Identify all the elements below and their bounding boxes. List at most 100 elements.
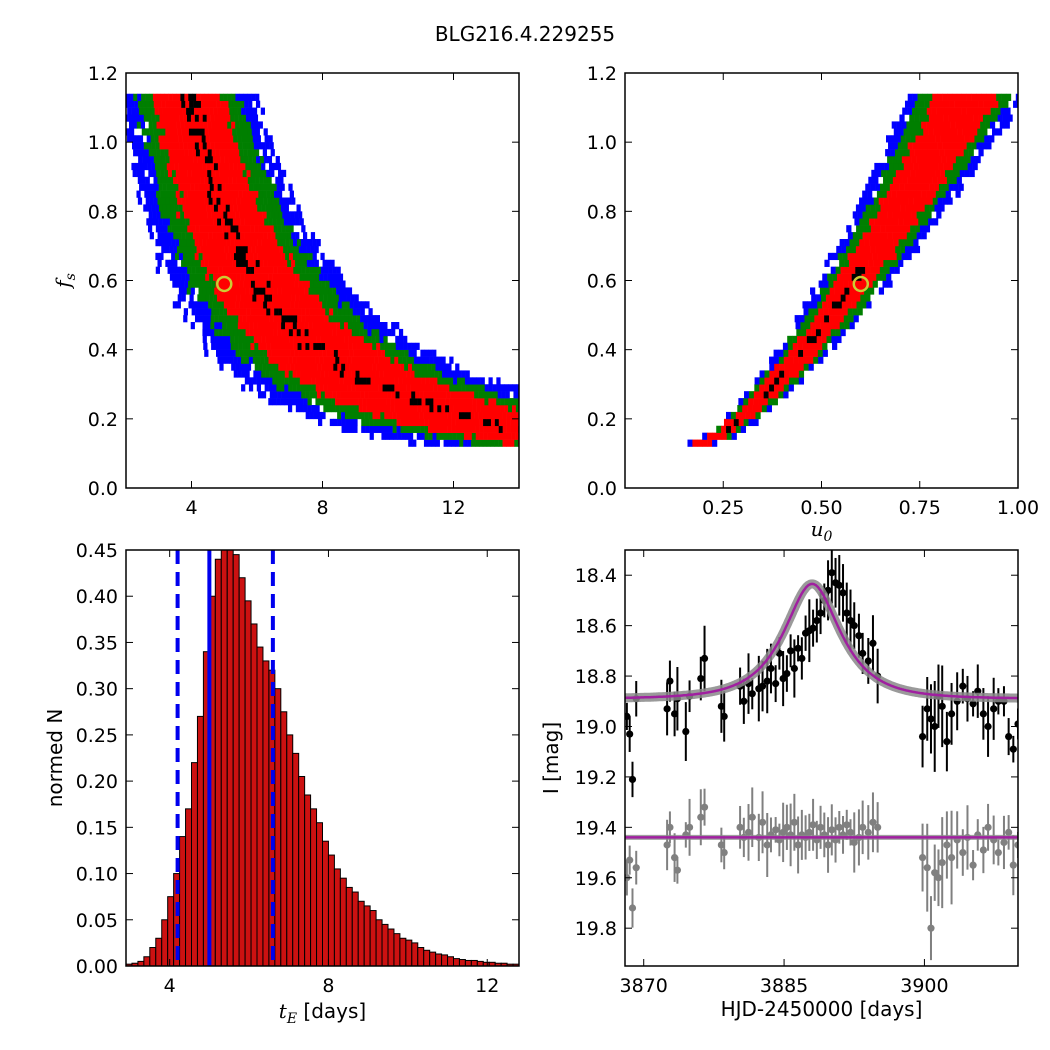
sigma1-cell — [895, 204, 901, 212]
sigma3-cell — [755, 433, 759, 440]
sigma1-cell — [750, 411, 756, 420]
sigma2-cell — [309, 266, 314, 274]
data-point — [816, 823, 825, 831]
sigma3-cell — [257, 391, 263, 399]
sigma2-cell — [276, 218, 281, 226]
sigma1-cell — [206, 142, 211, 150]
sigma1-cell — [236, 156, 241, 164]
sigma3-cell — [167, 239, 172, 247]
sigma1-cell — [198, 162, 203, 171]
sigma1-cell — [527, 433, 531, 440]
data-point — [697, 813, 705, 821]
sigma1-cell — [216, 176, 221, 184]
sigma1-cell — [820, 322, 826, 330]
sigma1-cell — [254, 266, 259, 274]
plot-area — [625, 550, 1018, 961]
sigma3-cell — [533, 391, 537, 398]
sigma3-cell — [253, 142, 259, 150]
sigma3-cell — [307, 405, 312, 413]
sigma1-cell — [193, 135, 199, 143]
sigma3-cell — [901, 252, 907, 261]
sigma1-cell — [190, 142, 196, 150]
sigma2-cell — [298, 259, 304, 267]
sigma1-cell — [945, 121, 951, 129]
sigma2-cell — [174, 183, 179, 191]
sigma3-cell — [389, 432, 394, 440]
sigma2-cell — [856, 225, 862, 233]
sigma1-cell — [511, 405, 517, 413]
sigma1-cell — [419, 411, 424, 420]
sigma2-cell — [192, 259, 198, 267]
sigma1-cell — [336, 335, 341, 344]
sigma1-cell — [951, 142, 958, 150]
sigma1-cell — [928, 114, 935, 122]
sigma2-cell — [992, 114, 998, 122]
sigma1-cell — [764, 384, 770, 392]
sigma1-cell — [764, 377, 770, 385]
sigma3-cell — [310, 259, 315, 267]
sigma1-cell — [311, 294, 316, 302]
sigma2-cell — [138, 100, 143, 108]
sigma1-cell — [293, 342, 298, 350]
sigma1-cell — [223, 121, 228, 129]
sigma1-cell — [942, 142, 948, 150]
sigma3-cell — [375, 322, 380, 330]
sigma3-cell — [431, 439, 437, 447]
sigma1-cell — [198, 183, 203, 191]
sigma1-cell — [345, 363, 350, 371]
sigma1-cell — [342, 398, 348, 406]
peak-cell — [285, 315, 290, 323]
sigma2-cell — [759, 377, 765, 385]
sigma3-cell — [751, 433, 755, 440]
sigma1-cell — [244, 232, 249, 240]
sigma1-cell — [420, 418, 425, 427]
sigma1-cell — [230, 190, 236, 198]
sigma1-cell — [187, 225, 192, 233]
sigma3-cell — [441, 370, 447, 378]
sigma1-cell — [499, 432, 504, 440]
sigma1-cell — [250, 211, 256, 219]
sigma1-cell — [269, 335, 274, 344]
peak-cell — [246, 266, 251, 274]
peak-cell — [798, 349, 804, 357]
sigma2-cell — [916, 107, 923, 115]
sigma2-cell — [356, 411, 361, 420]
sigma1-cell — [166, 107, 171, 115]
peak-cell — [181, 100, 186, 108]
sigma2-cell — [237, 135, 242, 143]
sigma1-cell — [281, 328, 286, 337]
sigma3-cell — [632, 419, 636, 426]
sigma1-cell — [506, 439, 511, 447]
sigma2-cell — [532, 405, 536, 412]
sigma1-cell — [249, 315, 255, 323]
sigma1-cell — [365, 349, 370, 357]
peak-cell — [243, 259, 249, 267]
sigma1-cell — [253, 335, 258, 344]
sigma1-cell — [219, 149, 224, 157]
sigma1-cell — [247, 197, 253, 205]
sigma1-cell — [282, 280, 287, 288]
sigma1-cell — [206, 252, 211, 261]
sigma1-cell — [303, 356, 309, 364]
sigma2-cell — [164, 169, 169, 178]
sigma3-cell — [465, 370, 470, 378]
sigma3-cell — [155, 225, 161, 233]
sigma1-cell — [324, 322, 329, 330]
sigma2-cell — [149, 128, 154, 136]
sigma3-cell — [313, 411, 318, 420]
sigma3-cell — [919, 225, 926, 233]
histogram-bar — [351, 891, 359, 966]
sigma1-cell — [196, 232, 202, 240]
sigma2-cell — [778, 391, 784, 399]
sigma1-cell — [362, 384, 368, 392]
sigma3-cell — [773, 356, 780, 364]
sigma2-cell — [264, 356, 269, 364]
sigma1-cell — [479, 432, 484, 440]
sigma1-cell — [275, 259, 280, 267]
sigma2-cell — [557, 412, 561, 419]
sigma2-cell — [199, 280, 205, 288]
sigma1-cell — [384, 363, 389, 371]
sigma2-cell — [317, 280, 322, 288]
sigma1-cell — [286, 349, 291, 357]
sigma2-cell — [852, 308, 858, 316]
